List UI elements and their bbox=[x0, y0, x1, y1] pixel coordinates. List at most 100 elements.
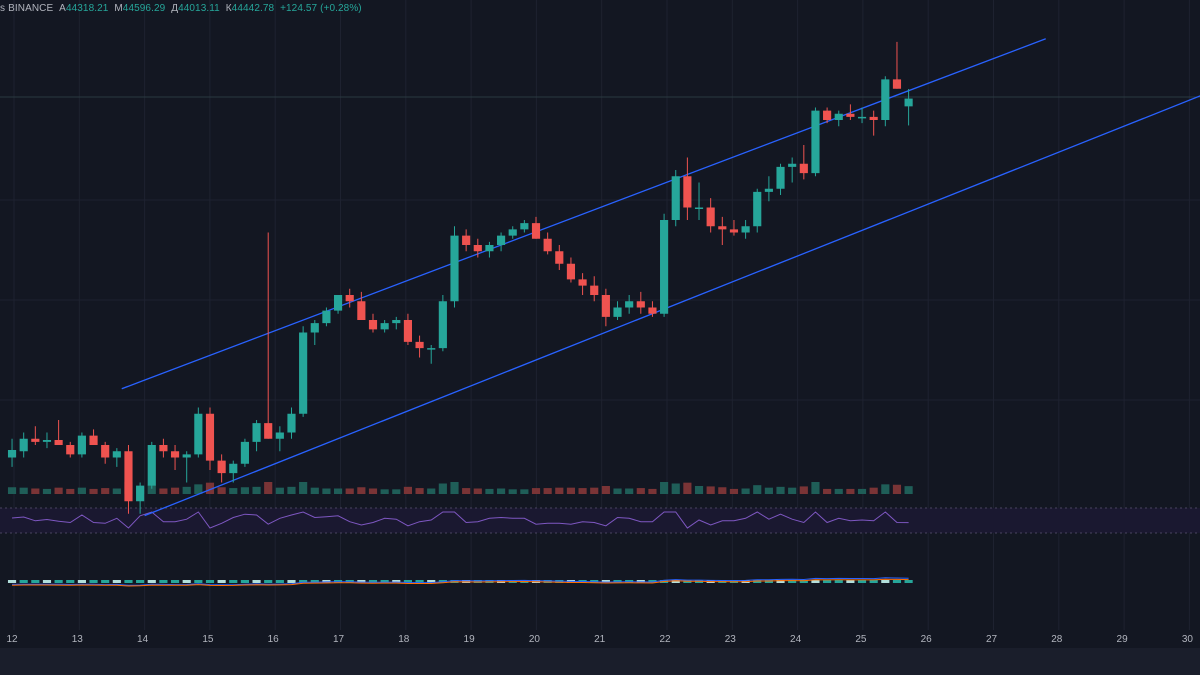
volume-bar bbox=[287, 486, 296, 494]
macd-hist bbox=[66, 580, 75, 583]
candle-body bbox=[252, 423, 261, 442]
candle-body bbox=[497, 235, 506, 245]
candle-body bbox=[508, 229, 517, 236]
candle-body bbox=[287, 413, 296, 433]
macd-line bbox=[12, 577, 909, 586]
open-prefix: А bbox=[59, 3, 66, 14]
candle-body bbox=[159, 445, 168, 452]
macd-hist bbox=[264, 580, 273, 583]
volume-bar bbox=[380, 489, 389, 494]
volume-bar bbox=[112, 488, 121, 494]
volume-bar bbox=[427, 488, 436, 494]
macd-hist bbox=[799, 580, 808, 583]
volume-bar bbox=[89, 488, 98, 494]
x-tick-label: 13 bbox=[72, 634, 84, 645]
candle-body bbox=[904, 98, 913, 107]
macd-hist bbox=[310, 580, 319, 583]
volume-bar bbox=[683, 482, 692, 494]
high-prefix: М bbox=[114, 3, 123, 14]
candle-body bbox=[136, 485, 145, 502]
candle-body bbox=[101, 445, 110, 458]
macd-hist bbox=[101, 580, 110, 583]
candle-body bbox=[811, 110, 820, 174]
candles bbox=[7, 41, 913, 514]
candle-body bbox=[42, 440, 52, 442]
volume-bar bbox=[613, 488, 622, 494]
candle-body bbox=[380, 323, 389, 330]
candle-body bbox=[729, 229, 739, 233]
volume-bar bbox=[438, 483, 447, 494]
candle-body bbox=[415, 341, 424, 349]
ohlc-header: s BINANCE А44318.21 М44596.29 Д44013.11 К… bbox=[0, 3, 365, 14]
bottom-toolbar bbox=[0, 648, 1200, 675]
x-tick-label: 21 bbox=[594, 634, 606, 645]
candle-body bbox=[205, 413, 215, 461]
candle-body bbox=[485, 245, 494, 252]
volume-bar bbox=[240, 487, 249, 494]
macd-hist bbox=[147, 580, 156, 583]
x-tick-label: 26 bbox=[921, 634, 933, 645]
macd-hist bbox=[892, 580, 902, 583]
x-tick-label: 14 bbox=[137, 634, 149, 645]
volume-bar bbox=[904, 486, 913, 494]
volume-bar bbox=[194, 484, 203, 494]
channel-lines[interactable] bbox=[121, 38, 1200, 517]
macd-hist bbox=[77, 580, 86, 583]
candle-body bbox=[671, 176, 680, 220]
price-chart[interactable]: 12 13 14 15 16 17 18 19 20 21 22 23 24 25 26 27 28 29 30 bbox=[0, 0, 1200, 648]
volume-bar bbox=[694, 486, 704, 494]
macd-hist bbox=[392, 580, 401, 583]
candle-body bbox=[182, 454, 191, 458]
volume-bar bbox=[345, 488, 354, 494]
macd-hist bbox=[252, 580, 261, 583]
candle-body bbox=[194, 413, 203, 455]
x-axis: 12 13 14 15 16 17 18 19 20 21 22 23 24 25 26 27 28 29 30 bbox=[6, 634, 1193, 645]
volume-bar bbox=[473, 488, 482, 494]
macd-hist bbox=[671, 580, 680, 583]
macd-hist bbox=[403, 580, 413, 583]
volume-bar bbox=[497, 488, 506, 494]
candle-body bbox=[625, 301, 634, 308]
macd-hist bbox=[112, 580, 121, 583]
candle-body bbox=[54, 440, 63, 445]
volume-bar bbox=[252, 486, 261, 494]
candle-body bbox=[788, 163, 797, 167]
volume-bar bbox=[660, 482, 669, 494]
macd-hist bbox=[275, 580, 284, 583]
macd-hist bbox=[182, 580, 191, 583]
x-tick-label: 23 bbox=[725, 634, 737, 645]
volume-bar bbox=[601, 486, 610, 494]
x-tick-label: 19 bbox=[464, 634, 476, 645]
volume-bar bbox=[857, 488, 867, 494]
candle-body bbox=[531, 223, 541, 239]
macd-hist bbox=[299, 580, 308, 583]
candle-body bbox=[764, 188, 773, 192]
close-prefix: К bbox=[225, 3, 232, 14]
candle-body bbox=[718, 226, 727, 230]
candle-body bbox=[776, 166, 785, 189]
candle-body bbox=[450, 235, 459, 302]
macd-hist bbox=[788, 580, 797, 583]
volume-bar bbox=[415, 488, 424, 494]
candle-body bbox=[636, 301, 645, 308]
macd-pane bbox=[7, 577, 913, 587]
candle-body bbox=[275, 432, 284, 439]
volume-bar bbox=[310, 487, 319, 494]
candle-body bbox=[694, 207, 704, 209]
macd-hist bbox=[205, 580, 215, 583]
macd-hist bbox=[170, 580, 180, 583]
volume-bar bbox=[543, 488, 552, 494]
volume-bar bbox=[590, 487, 599, 494]
x-tick-label: 15 bbox=[202, 634, 214, 645]
x-tick-label: 20 bbox=[529, 634, 541, 645]
candle-body bbox=[345, 295, 354, 302]
volume-bar bbox=[892, 484, 902, 494]
candle-body bbox=[427, 348, 436, 350]
candle-body bbox=[706, 207, 715, 227]
macd-hist bbox=[240, 580, 249, 583]
exchange-label: BINANCE bbox=[8, 3, 54, 14]
open-value: 44318.21 bbox=[65, 3, 109, 14]
macd-hist bbox=[159, 580, 168, 583]
rsi-pane bbox=[0, 507, 1200, 534]
volume-bar bbox=[170, 487, 180, 494]
